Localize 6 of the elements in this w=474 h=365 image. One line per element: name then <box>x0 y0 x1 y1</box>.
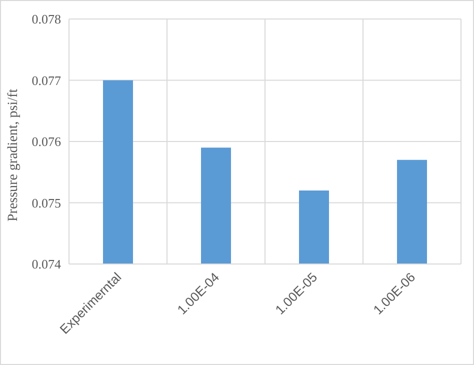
y-tick-label: 0.075 <box>32 195 61 210</box>
y-axis-title: Pressure gradient, psi/ft <box>6 88 21 222</box>
y-tick-label: 0.078 <box>32 12 61 27</box>
y-tick-label: 0.076 <box>32 134 62 150</box>
y-tick-label: 0.077 <box>32 72 62 88</box>
y-tick-label: 0.074 <box>32 256 62 272</box>
